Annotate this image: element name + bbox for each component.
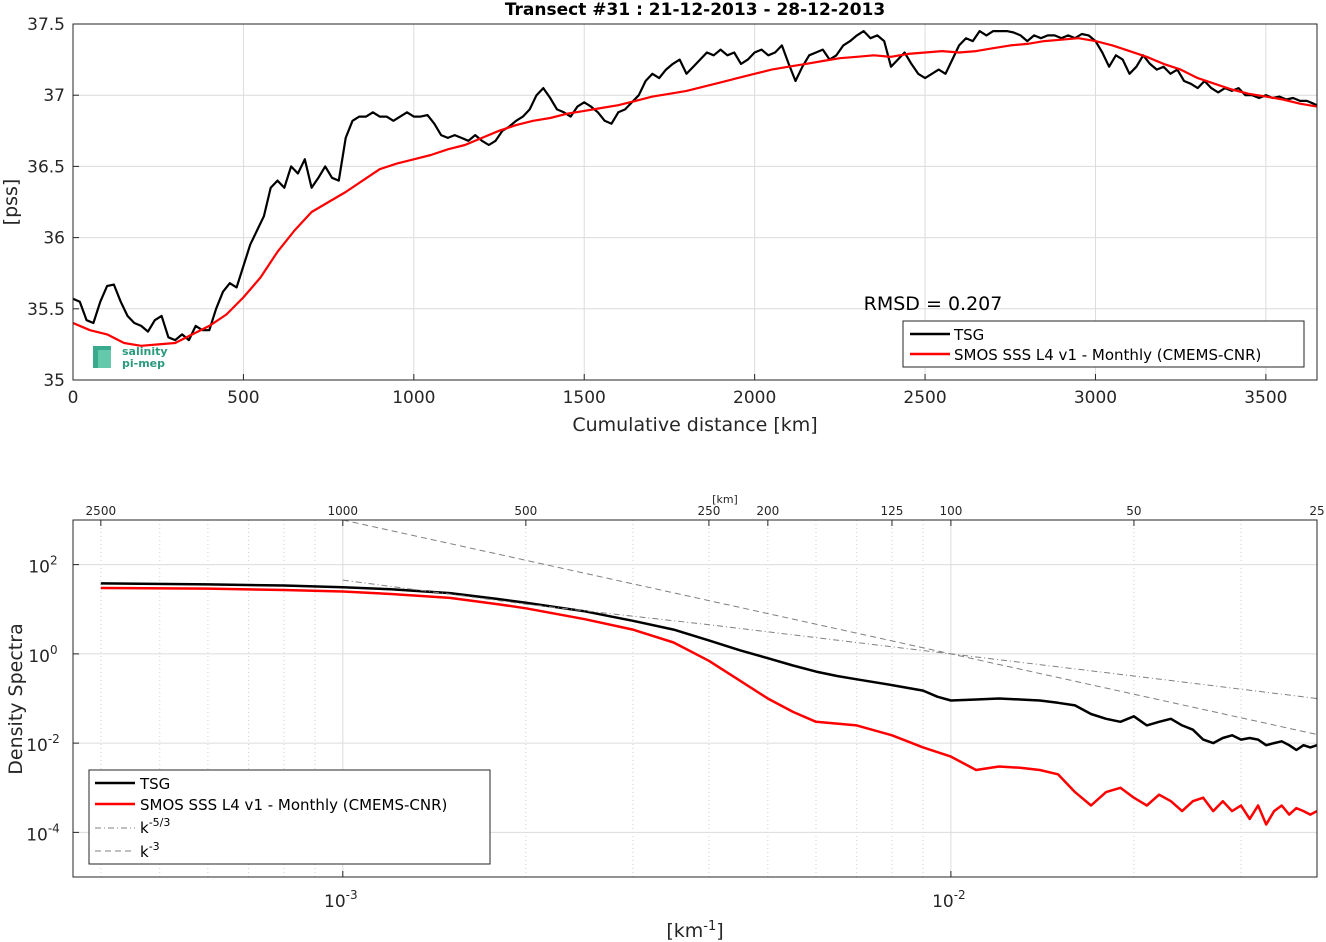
top-km-tick-label: 200 <box>756 504 779 518</box>
top-legend-box <box>902 320 1305 368</box>
top-series-group <box>72 30 1318 347</box>
top-y-axis-label: [pss] <box>0 179 22 226</box>
top-legend: TSG SMOS SSS L4 v1 - Monthly (CMEMS-CNR) <box>902 320 1305 368</box>
top-y-tick-label: 37 <box>43 86 65 106</box>
top-km-tick-label: 2500 <box>86 504 117 518</box>
top-plot-frame <box>72 23 1318 381</box>
top-x-tick-label: 1000 <box>392 388 435 408</box>
top-x-tick-label: 3500 <box>1244 388 1287 408</box>
top-x-tick-label: 500 <box>227 388 259 408</box>
top-x-tick-label: 1500 <box>563 388 606 408</box>
logo-text-pi-mep: pi-mep <box>122 357 165 370</box>
top-km-tick-label: 100 <box>939 504 962 518</box>
top-y-tick-label: 36 <box>43 229 65 249</box>
bottom-chart: [km] 10-3 10-2 10-4 10-2 100 102 2500 1000 500 25… <box>5 493 1325 942</box>
chart-title: Transect #31 : 21-12-2013 - 28-12-2013 <box>505 0 885 20</box>
bottom-legend-label-tsg: TSG <box>139 775 170 793</box>
top-km-tick-label: 50 <box>1126 504 1141 518</box>
top-km-tick-label: 500 <box>514 504 537 518</box>
top-x-tick-label: 2000 <box>733 388 776 408</box>
bottom-x-tick-label: 10-2 <box>932 888 966 912</box>
top-y-tick-label: 35 <box>43 371 65 391</box>
bottom-legend-label-smos: SMOS SSS L4 v1 - Monthly (CMEMS-CNR) <box>140 796 447 814</box>
top-x-tick-label: 3000 <box>1074 388 1117 408</box>
top-series-line-smos <box>72 37 1318 347</box>
top-series-line-tsg <box>72 30 1318 342</box>
top-x-tick-label: 2500 <box>903 388 946 408</box>
bottom-legend: TSG SMOS SSS L4 v1 - Monthly (CMEMS-CNR)… <box>88 769 491 865</box>
bottom-x-tick-label: 10-3 <box>324 888 358 912</box>
top-y-tick-label: 35.5 <box>27 300 65 320</box>
bottom-y-tick-label: 100 <box>28 643 57 667</box>
top-axis-unit-label: [km] <box>712 493 738 506</box>
bottom-series-line-tsg <box>100 582 1317 752</box>
top-x-axis-label: Cumulative distance [km] <box>572 414 817 436</box>
bottom-ticks: 10-3 10-2 10-4 10-2 100 102 2500 1000 500 250 200 1… <box>26 504 1324 912</box>
bottom-y-tick-label: 102 <box>28 554 57 578</box>
rmsd-annotation: RMSD = 0.207 <box>864 293 1003 315</box>
top-grid <box>73 24 1317 380</box>
bottom-series-line-k53 <box>342 579 1317 699</box>
bottom-series-line-k3 <box>342 520 1317 735</box>
top-km-tick-label: 125 <box>881 504 904 518</box>
top-km-tick-label: 1000 <box>328 504 359 518</box>
top-km-tick-label: 25 <box>1309 504 1324 518</box>
top-x-tick-label: 0 <box>68 388 79 408</box>
bottom-y-tick-label: 10-4 <box>26 821 60 845</box>
bottom-y-axis-label: Density Spectra <box>5 623 27 774</box>
bottom-y-tick-label: 10-2 <box>26 732 60 756</box>
bottom-legend-box <box>88 769 491 865</box>
top-ticks: 0 500 1000 1500 2000 2500 3000 3500 35 35.5 36 36.5… <box>27 15 1287 408</box>
top-legend-label-tsg: TSG <box>953 326 984 344</box>
bottom-plot-frame <box>72 519 1318 878</box>
logo-text-salinity: salinity <box>122 345 168 358</box>
bottom-series-line-smos <box>100 586 1317 826</box>
top-km-tick-label: 250 <box>697 504 720 518</box>
top-y-tick-label: 37.5 <box>27 15 65 35</box>
top-y-tick-label: 36.5 <box>27 157 65 177</box>
bottom-x-axis-label: [km-1] <box>666 919 723 942</box>
salinity-pi-mep-logo: salinity pi-mep <box>93 345 168 370</box>
top-legend-label-smos: SMOS SSS L4 v1 - Monthly (CMEMS-CNR) <box>954 346 1261 364</box>
bottom-series-group <box>100 520 1317 826</box>
top-chart: Transect #31 : 21-12-2013 - 28-12-2013 0… <box>0 0 1318 436</box>
